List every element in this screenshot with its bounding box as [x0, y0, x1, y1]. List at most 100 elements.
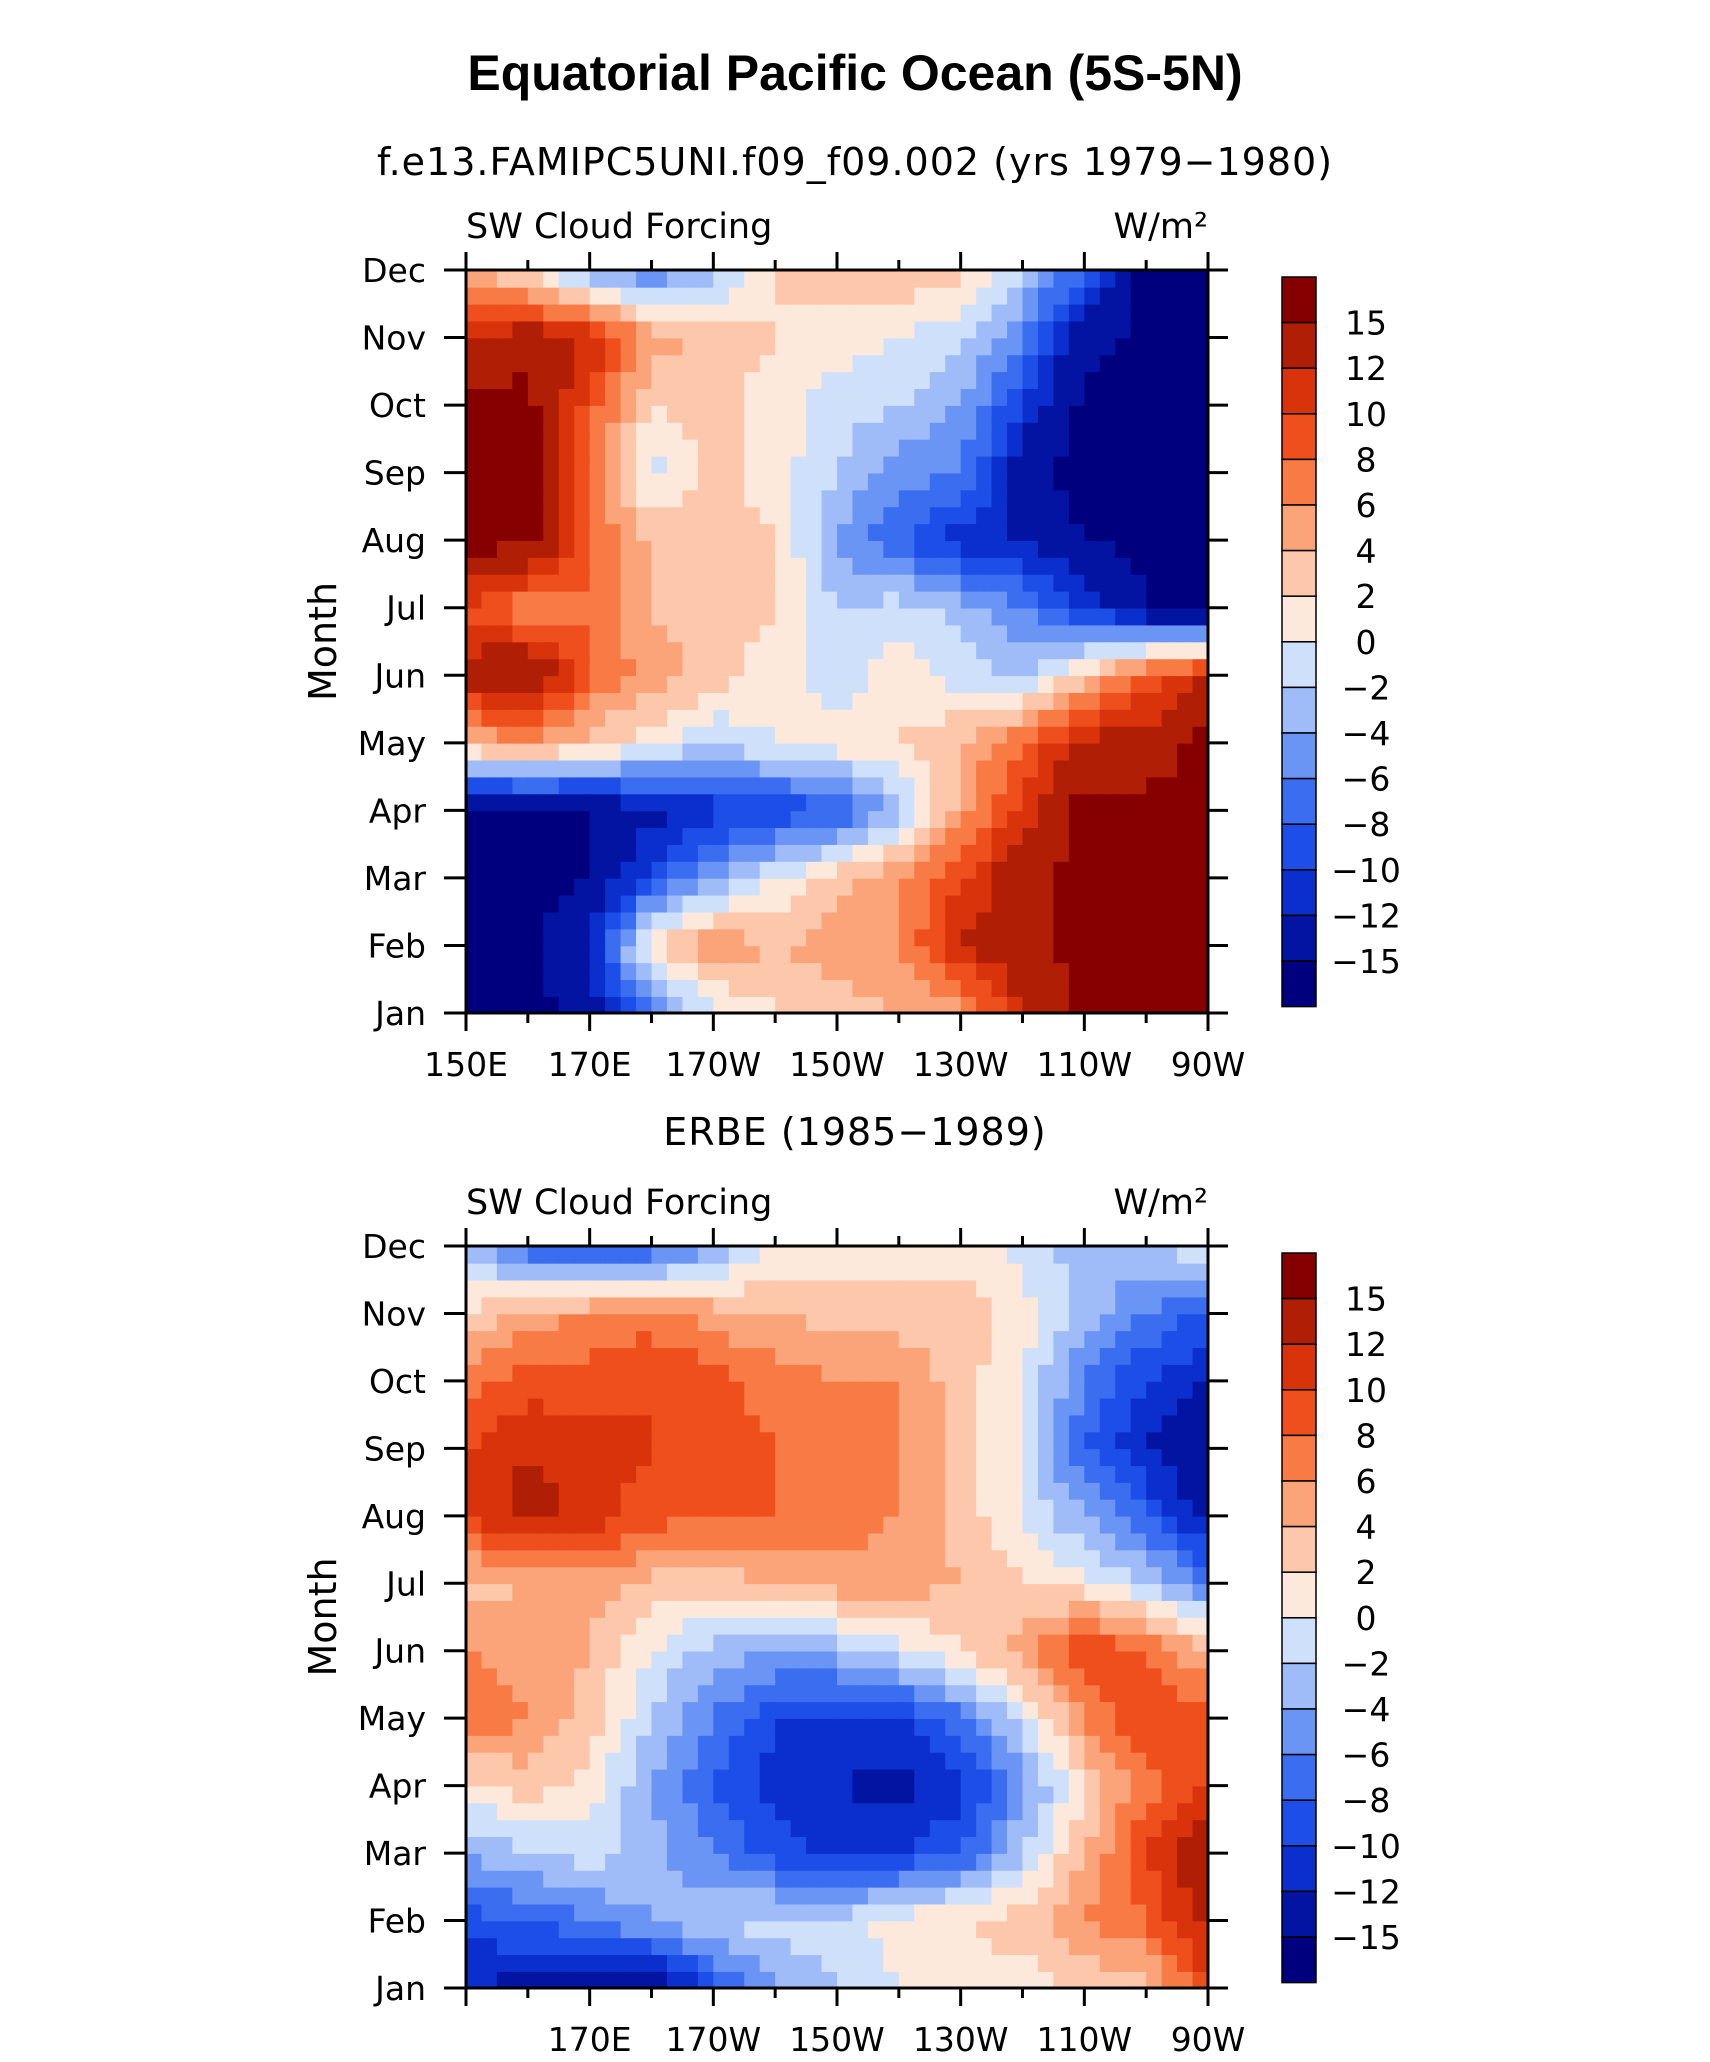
heatmap-cell — [821, 1751, 838, 1770]
heatmap-cell — [867, 1971, 885, 1989]
heatmap-cell — [883, 844, 900, 862]
heatmap-cell — [1053, 1347, 1070, 1365]
heatmap-cell — [466, 1296, 483, 1315]
heatmap-cell — [806, 1448, 823, 1467]
heatmap-cell — [945, 1600, 962, 1618]
heatmap-cell — [682, 1482, 699, 1500]
colorbar-box — [1281, 1297, 1317, 1345]
heatmap-cell — [1022, 1515, 1039, 1534]
heatmap-cell — [527, 1937, 545, 1956]
heatmap-cell — [589, 1667, 606, 1686]
heatmap-cell — [481, 1600, 498, 1618]
heatmap-cell — [806, 877, 823, 896]
heatmap-cell — [527, 1296, 545, 1315]
heatmap-cell — [1053, 1448, 1070, 1467]
heatmap-cell — [775, 1633, 792, 1652]
heatmap-cell — [728, 1347, 746, 1365]
heatmap-cell — [1177, 1448, 1194, 1467]
colorbar-box — [1281, 1708, 1317, 1756]
heatmap-cell — [806, 1735, 823, 1753]
heatmap-cell — [1130, 1279, 1147, 1298]
heatmap-cell — [759, 1330, 776, 1348]
heatmap-cell — [496, 1532, 514, 1551]
heatmap-cell — [1053, 1751, 1070, 1770]
heatmap-cell — [512, 1903, 529, 1922]
heatmap-cell — [806, 1600, 823, 1618]
heatmap-cell — [527, 810, 545, 829]
heatmap-cell — [960, 1549, 977, 1568]
heatmap-cell — [574, 1836, 591, 1854]
heatmap-cell — [589, 759, 606, 778]
heatmap-cell — [1007, 894, 1024, 913]
heatmap-cell — [852, 1853, 869, 1871]
heatmap-cell — [806, 1262, 823, 1281]
heatmap-cell — [574, 1600, 591, 1618]
heatmap-cell — [481, 1735, 498, 1753]
heatmap-cell — [636, 1937, 653, 1956]
heatmap-cell — [589, 1920, 606, 1939]
heatmap-cell — [1146, 1701, 1163, 1719]
heatmap-cell — [1146, 1667, 1163, 1686]
heatmap-cell — [883, 945, 900, 964]
heatmap-cell — [1053, 1313, 1070, 1332]
heatmap-cell — [651, 1954, 668, 1972]
heatmap-cell — [929, 1347, 947, 1365]
heatmap-cell — [775, 1414, 792, 1433]
heatmap-cell — [1037, 1735, 1055, 1753]
heatmap-cell — [1177, 1330, 1194, 1348]
heatmap-cell — [666, 1465, 684, 1483]
heatmap-cell — [976, 1583, 993, 1601]
heatmap-cell — [620, 1971, 637, 1989]
x-tick-label: 130W — [913, 2020, 1009, 2059]
heatmap-cell — [1037, 1701, 1055, 1719]
heatmap-cell — [775, 827, 792, 845]
heatmap-cell — [1177, 861, 1194, 879]
heatmap-cell — [1022, 776, 1039, 795]
heatmap-cell — [651, 1819, 668, 1838]
heatmap-cell — [759, 1836, 776, 1854]
heatmap-cell — [1130, 1869, 1147, 1888]
heatmap-cell — [728, 1937, 746, 1956]
heatmap-cell — [929, 827, 947, 845]
heatmap-cell — [960, 894, 977, 913]
heatmap-cell — [744, 1498, 761, 1517]
heatmap-cell — [806, 1751, 823, 1770]
heatmap-cell — [666, 877, 684, 896]
heatmap-cell — [790, 861, 807, 879]
heatmap-cell — [1192, 844, 1209, 862]
heatmap-cell — [867, 1498, 885, 1517]
heatmap-cell — [605, 1785, 622, 1804]
heatmap-cell — [496, 725, 514, 744]
heatmap-cell — [1037, 1633, 1055, 1652]
heatmap-cell — [605, 1566, 622, 1585]
heatmap-cell — [806, 1633, 823, 1652]
heatmap-cell — [558, 945, 576, 964]
heatmap-cell — [1053, 776, 1070, 795]
heatmap-cell — [651, 928, 668, 947]
heatmap-cell — [682, 1549, 699, 1568]
heatmap-cell — [589, 793, 606, 812]
heatmap-cell — [543, 1397, 560, 1416]
heatmap-cell — [790, 1330, 807, 1348]
heatmap-cell — [1007, 1701, 1024, 1719]
heatmap-cell — [605, 844, 622, 862]
heatmap-cell — [1037, 911, 1055, 930]
heatmap-cell — [636, 1886, 653, 1905]
heatmap-cell — [1161, 810, 1178, 829]
heatmap-cell — [775, 1785, 792, 1804]
heatmap-cell — [790, 911, 807, 930]
heatmap-cell — [852, 1397, 869, 1416]
heatmap-cell — [636, 675, 653, 693]
heatmap-cell — [1192, 759, 1209, 778]
heatmap-cell — [728, 1819, 746, 1838]
heatmap-cell — [512, 1836, 529, 1854]
colorbar-box — [1281, 1389, 1317, 1437]
heatmap-cell — [1177, 1869, 1194, 1888]
heatmap-cell — [929, 1414, 947, 1433]
heatmap-cell — [929, 1836, 947, 1854]
heatmap-cell — [1177, 1583, 1194, 1601]
heatmap-cell — [558, 776, 576, 795]
heatmap-cell — [481, 1971, 498, 1989]
heatmap-cell — [1084, 1414, 1101, 1433]
heatmap-cell — [589, 1701, 606, 1719]
